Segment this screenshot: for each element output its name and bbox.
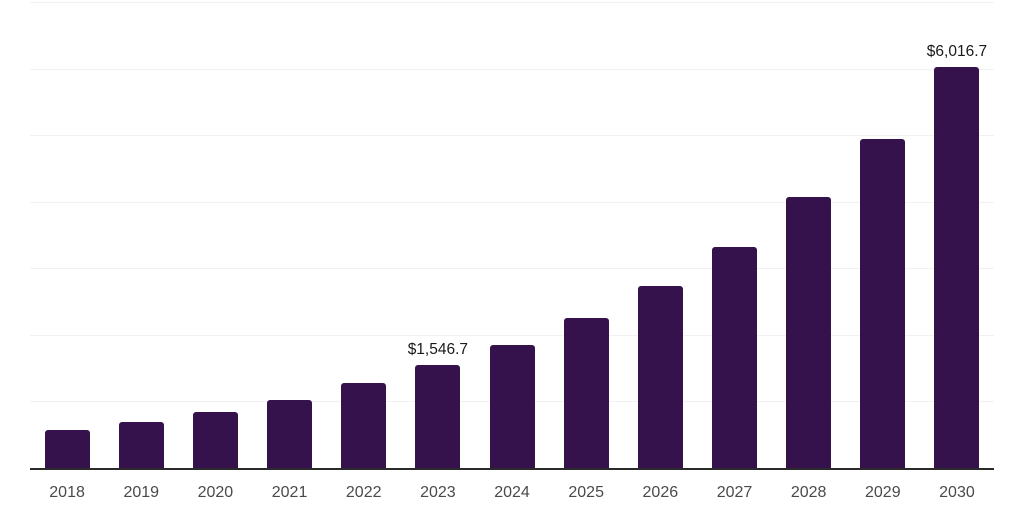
bar-2021 — [267, 399, 313, 468]
bar-slot-2020 — [178, 2, 252, 468]
gridline — [30, 68, 994, 70]
bar-2027 — [711, 247, 757, 468]
gridline — [30, 268, 994, 270]
bar-2023: $1,546.7 — [408, 341, 468, 468]
data-label-2030: $6,016.7 — [926, 43, 988, 61]
bar-slot-2030: $6,016.7 — [920, 2, 994, 468]
bar-slot-2021 — [252, 2, 326, 468]
x-tick-label-2030: 2030 — [939, 484, 975, 501]
bar-slot-2025 — [549, 2, 623, 468]
x-tick-label-2025: 2025 — [568, 484, 604, 501]
gridline — [30, 135, 994, 137]
x-tick-label-2027: 2027 — [716, 484, 753, 501]
bar-2018 — [44, 429, 90, 468]
bar-2030: $6,016.7 — [927, 43, 987, 468]
x-tick-label-2023: 2023 — [420, 484, 456, 501]
x-axis-labels: 2018 2019 2020 2021 2022 2023 2024 2025 2026 2027… — [30, 483, 994, 502]
gridline — [30, 201, 994, 203]
x-tick-label-2024: 2024 — [494, 484, 530, 501]
bar-2028 — [786, 197, 832, 468]
plot-area: $1,546.7 $6,016.7 — [30, 2, 994, 470]
bar-slot-2026 — [623, 2, 697, 468]
bar-2025 — [563, 318, 609, 468]
gridline — [30, 2, 994, 3]
bar-slot-2018 — [30, 2, 104, 468]
bar-slot-2023: $1,546.7 — [401, 2, 475, 468]
x-tick-label-2020: 2020 — [197, 484, 234, 501]
bar-slot-2028 — [772, 2, 846, 468]
gridline — [30, 334, 994, 336]
x-tick-label-2021: 2021 — [271, 484, 308, 501]
bar-2020 — [192, 411, 238, 468]
bars: $1,546.7 $6,016.7 — [30, 2, 994, 468]
x-tick-label-2028: 2028 — [790, 484, 827, 501]
data-label-2023: $1,546.7 — [407, 341, 469, 359]
bar-slot-2027 — [697, 2, 771, 468]
x-tick-label-2026: 2026 — [642, 484, 679, 501]
bar-slot-2024 — [475, 2, 549, 468]
x-tick-label-2018: 2018 — [49, 484, 85, 501]
bar-slot-2019 — [104, 2, 178, 468]
x-tick-label-2022: 2022 — [345, 484, 382, 501]
bar-2019 — [118, 422, 164, 468]
bar-2026 — [637, 286, 683, 468]
bar-slot-2022 — [327, 2, 401, 468]
bar-2024 — [489, 344, 535, 468]
x-tick-label-2019: 2019 — [123, 484, 160, 501]
x-tick-label-2029: 2029 — [865, 484, 901, 501]
bar-2029 — [860, 139, 906, 468]
bar-2022 — [341, 382, 387, 468]
bar-slot-2029 — [846, 2, 920, 468]
